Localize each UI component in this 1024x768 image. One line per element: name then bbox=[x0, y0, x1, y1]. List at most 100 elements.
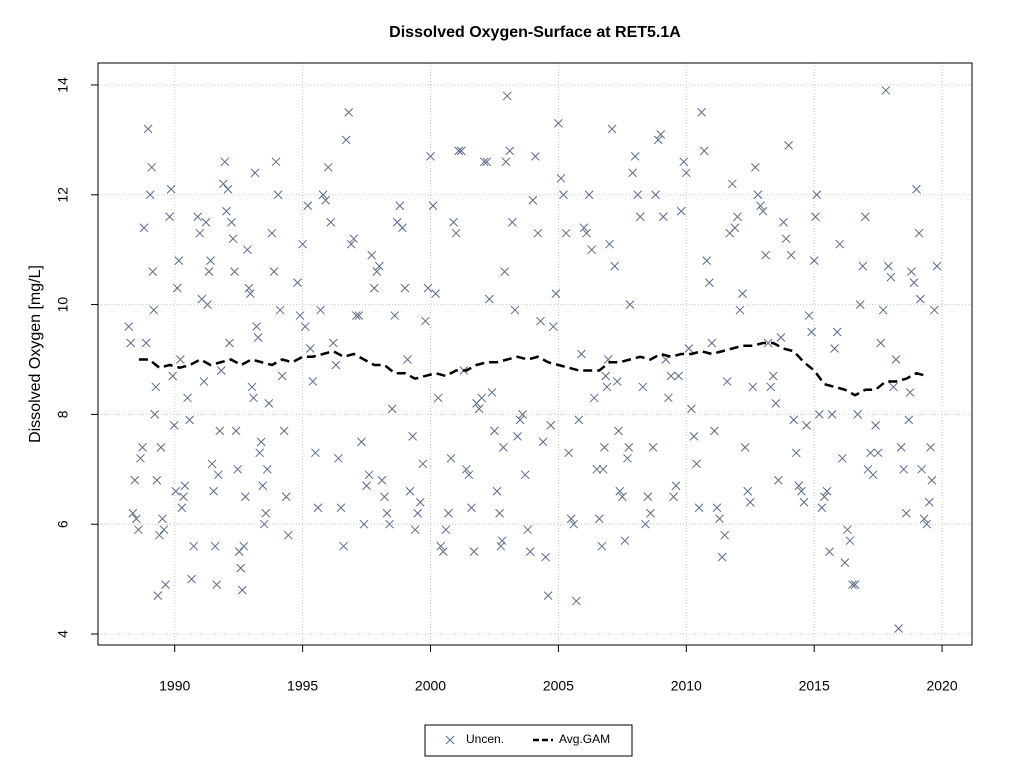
point bbox=[247, 382, 257, 392]
point bbox=[444, 508, 453, 518]
axes: 1990 1995 2000 2005 2010 2015 2020 4 6 8 10 12 14 bbox=[55, 77, 958, 694]
point bbox=[666, 371, 676, 381]
point bbox=[827, 410, 837, 419]
point bbox=[538, 437, 548, 447]
point bbox=[505, 146, 515, 156]
point bbox=[168, 371, 178, 381]
point bbox=[641, 519, 650, 529]
x-tick-label: 1990 bbox=[159, 678, 190, 694]
point bbox=[395, 201, 405, 211]
point bbox=[362, 481, 371, 491]
point bbox=[204, 267, 214, 276]
point bbox=[628, 168, 637, 178]
point bbox=[853, 410, 863, 419]
point bbox=[203, 300, 212, 309]
point bbox=[753, 190, 763, 200]
point bbox=[500, 267, 510, 276]
point bbox=[692, 459, 701, 469]
point bbox=[909, 278, 919, 287]
grid bbox=[98, 63, 972, 645]
point bbox=[735, 305, 745, 315]
point bbox=[400, 283, 410, 293]
point bbox=[811, 212, 820, 222]
point bbox=[323, 162, 333, 172]
point bbox=[469, 547, 479, 557]
point bbox=[743, 486, 753, 496]
point bbox=[501, 157, 511, 167]
point bbox=[433, 393, 443, 403]
point bbox=[924, 497, 934, 507]
point bbox=[126, 338, 136, 348]
point bbox=[454, 146, 464, 156]
point bbox=[579, 223, 589, 233]
point bbox=[912, 184, 921, 194]
point bbox=[905, 388, 915, 397]
point bbox=[479, 157, 489, 167]
point bbox=[339, 541, 348, 551]
point bbox=[359, 519, 369, 529]
point bbox=[592, 464, 602, 474]
point bbox=[207, 459, 217, 469]
legend-marker bbox=[445, 735, 455, 745]
point bbox=[771, 399, 781, 408]
point bbox=[907, 267, 916, 276]
x-tick-label: 2005 bbox=[543, 678, 574, 694]
point bbox=[279, 426, 289, 436]
point bbox=[761, 250, 770, 260]
point bbox=[336, 503, 346, 513]
point bbox=[843, 525, 852, 535]
point bbox=[398, 223, 407, 233]
point bbox=[495, 508, 504, 518]
point bbox=[449, 217, 458, 227]
point bbox=[189, 541, 199, 551]
point bbox=[569, 519, 579, 529]
point bbox=[884, 261, 893, 271]
point bbox=[671, 481, 681, 491]
gam-line bbox=[138, 341, 928, 397]
point bbox=[513, 432, 522, 441]
point bbox=[328, 338, 338, 348]
point bbox=[438, 547, 448, 557]
point bbox=[413, 508, 423, 518]
point bbox=[848, 580, 857, 589]
point bbox=[410, 525, 420, 535]
point bbox=[797, 486, 806, 496]
point bbox=[134, 525, 143, 535]
point bbox=[136, 453, 145, 463]
point bbox=[387, 404, 397, 414]
point bbox=[275, 305, 285, 315]
point bbox=[227, 217, 236, 227]
point bbox=[676, 206, 686, 216]
point bbox=[520, 470, 530, 480]
point bbox=[385, 519, 394, 529]
point bbox=[605, 239, 614, 249]
point bbox=[802, 421, 811, 430]
point bbox=[369, 283, 379, 293]
point bbox=[653, 135, 663, 145]
point bbox=[845, 536, 855, 546]
point bbox=[648, 442, 658, 452]
point bbox=[213, 470, 223, 480]
point bbox=[490, 426, 499, 436]
point bbox=[873, 448, 883, 458]
point bbox=[210, 541, 220, 551]
point bbox=[341, 135, 351, 145]
point bbox=[917, 464, 926, 474]
point bbox=[835, 239, 845, 249]
point bbox=[201, 217, 211, 227]
point bbox=[172, 283, 182, 293]
point bbox=[638, 382, 648, 392]
x-tick-label: 2000 bbox=[415, 678, 446, 694]
point bbox=[326, 217, 336, 227]
point bbox=[620, 536, 630, 546]
point bbox=[303, 201, 313, 211]
point bbox=[220, 157, 230, 167]
point bbox=[225, 338, 234, 348]
point bbox=[230, 267, 239, 276]
point bbox=[674, 371, 683, 381]
point bbox=[830, 344, 839, 353]
point bbox=[646, 508, 655, 518]
point bbox=[779, 217, 788, 227]
point bbox=[159, 525, 169, 535]
point bbox=[774, 475, 783, 485]
